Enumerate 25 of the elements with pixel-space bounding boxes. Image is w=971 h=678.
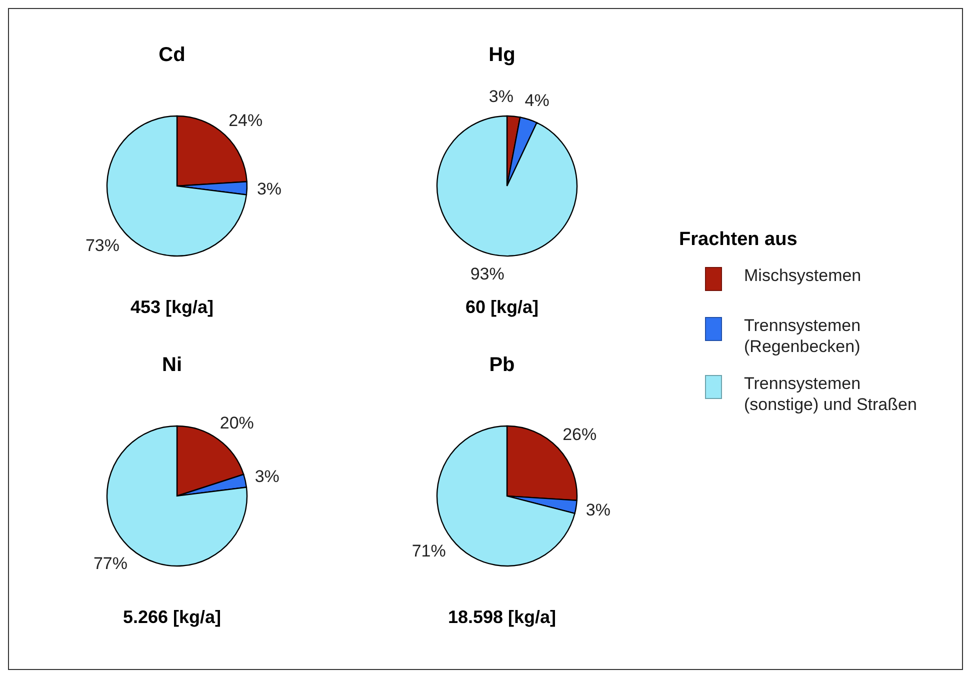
legend-label: Mischsystemen [744,265,862,286]
data-label: 3% [586,500,610,520]
text: 18.598 [kg/a] [446,607,558,628]
data-label: 3% [256,179,282,198]
legend-label: Trennsystemen (Regenbecken) [744,315,862,357]
text: 5.266 [kg/a] [122,607,222,628]
text: 60 [kg/a] [464,297,540,318]
chart-title: Pb [488,353,516,378]
pie-slice [436,115,578,257]
text: 453 [kg/a] [129,297,215,318]
data-label: 26% [562,424,597,444]
data-label: 3% [254,466,280,486]
data-label: 20% [220,414,254,433]
legend-label: Trennsystemen (sonstige) und Straßen [744,373,918,415]
data-label: 71% [412,542,446,561]
legend-title: Frachten aus [679,229,798,251]
data-label: 73% [85,236,120,256]
data-label: 3% [488,86,514,106]
data-label: 93% [470,264,504,284]
chart-title: Hg [488,43,516,68]
data-label: 24% [228,110,263,130]
chart-title: Cd [158,43,186,68]
data-label: 77% [93,554,128,574]
chart-title: Ni [161,353,183,378]
data-label: 4% [524,90,550,110]
